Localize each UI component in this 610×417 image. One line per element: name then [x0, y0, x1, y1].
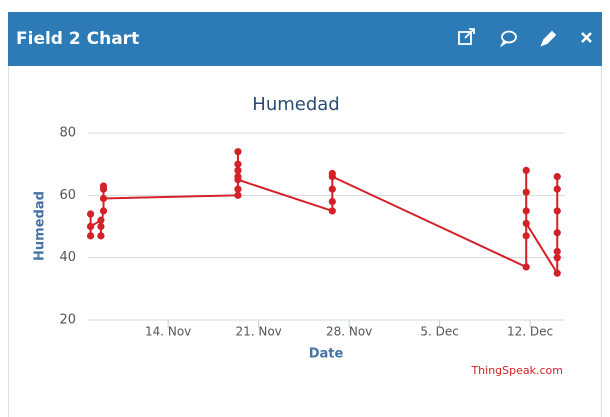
y-axis-label: Humedad	[33, 191, 48, 261]
marker	[234, 148, 242, 156]
line	[89, 151, 559, 277]
open-icon[interactable]	[458, 28, 475, 45]
marker	[553, 207, 561, 215]
x-tick-label: 12. Dec	[507, 325, 553, 339]
y-tick-label: 80	[59, 126, 76, 141]
marker	[234, 176, 242, 184]
marker	[86, 232, 95, 240]
marker	[522, 232, 530, 240]
y-tick-label: 20	[59, 313, 76, 328]
marker	[86, 210, 95, 218]
chart-title: Humedad	[252, 94, 339, 115]
marker	[522, 263, 530, 271]
marker	[522, 219, 530, 227]
x-tick-label: 28. Nov	[326, 325, 372, 339]
marker	[234, 166, 242, 174]
x-tick-label: 21. Nov	[235, 325, 281, 339]
marker	[522, 207, 530, 215]
edit-icon[interactable]	[540, 30, 557, 47]
marker	[553, 269, 561, 277]
marker	[328, 207, 336, 215]
marker	[553, 229, 561, 237]
credit[interactable]: ThingSpeak.com	[470, 364, 563, 377]
marker	[522, 188, 530, 196]
close-icon[interactable]	[581, 32, 592, 43]
marker	[522, 166, 530, 174]
y-tick-label: 40	[59, 250, 76, 265]
widget-title: Field 2 Chart	[16, 29, 140, 49]
marker	[328, 185, 336, 193]
marker	[234, 191, 242, 199]
marker	[97, 216, 105, 224]
marker	[234, 185, 242, 193]
marker	[86, 222, 95, 231]
marker	[553, 247, 561, 256]
widget-header: Field 2 Chart	[8, 12, 602, 66]
marker	[553, 254, 561, 262]
marker	[553, 185, 561, 193]
header-icons	[458, 28, 592, 48]
marker	[97, 232, 105, 240]
x-tick-label: 5. Dec	[420, 325, 458, 339]
marker	[328, 197, 336, 206]
marker	[99, 182, 108, 190]
y-tick-label: 60	[59, 188, 76, 203]
x-axis-label: Date	[309, 347, 344, 362]
widget-body	[8, 66, 602, 417]
marker	[553, 173, 561, 181]
marker	[97, 222, 105, 231]
marker	[99, 207, 108, 215]
comment-icon[interactable]	[499, 30, 517, 48]
marker	[328, 173, 336, 181]
marker	[234, 160, 242, 168]
x-tick-label: 14. Nov	[145, 325, 191, 339]
marker	[99, 194, 108, 203]
